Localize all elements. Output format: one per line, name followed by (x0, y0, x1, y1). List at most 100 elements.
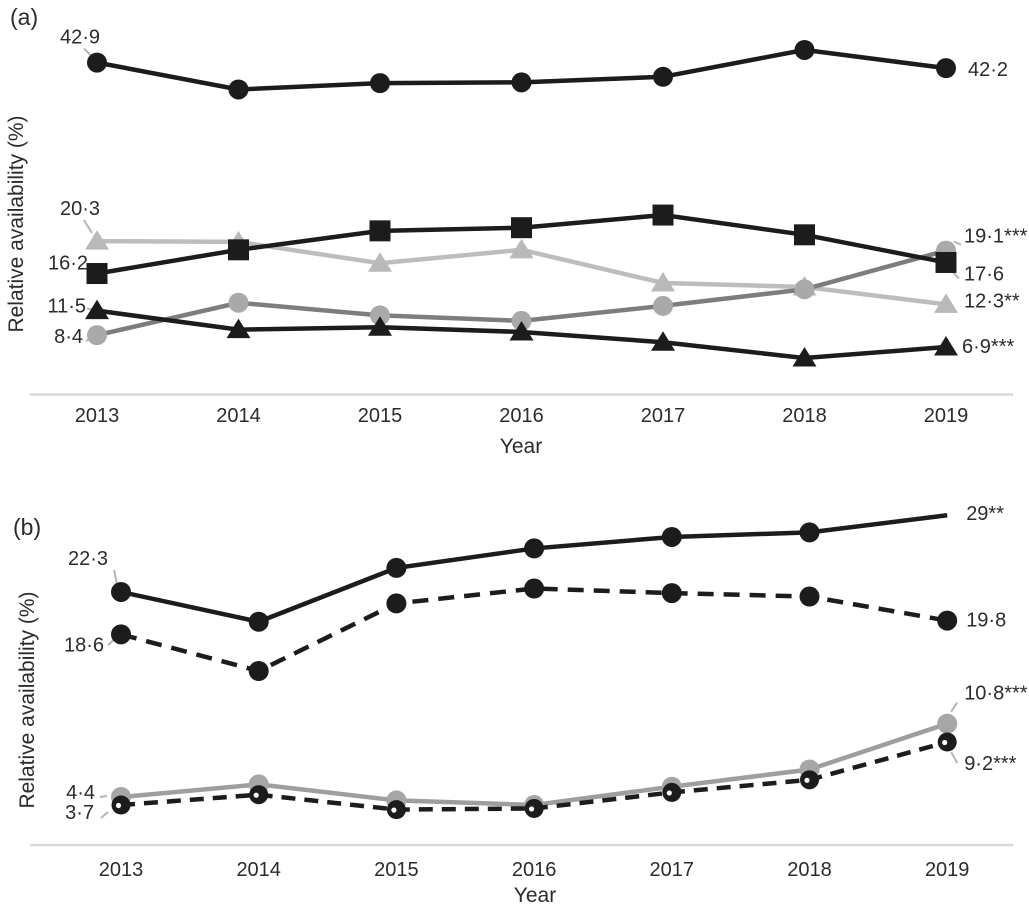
label-leader-line (113, 569, 118, 585)
data-point-label: 8·4 (54, 326, 83, 348)
circle-marker (87, 52, 107, 73)
data-point-label: 42·9 (60, 27, 100, 49)
x-tick-label: 2016 (512, 859, 557, 881)
panel-a-y-axis-title: Relative availability (%) (5, 115, 28, 333)
panel-b: 2013 2014 2015 2016 2017 2018 2019 4·4 10·8*** 3·… (30, 503, 1028, 881)
series-black-square: 16·2 17·6 (48, 204, 1004, 285)
square-marker (369, 220, 391, 242)
label-leader-line (100, 811, 109, 819)
open-circle-marker-hole (391, 807, 397, 813)
series-line (120, 721, 948, 808)
circle-marker (511, 310, 532, 331)
x-tick-label: 2018 (787, 859, 832, 881)
series-black-circle: 42·9 42·2 (60, 27, 1008, 100)
panel-a-letter: (a) (10, 4, 39, 30)
circle-marker (653, 66, 673, 87)
square-marker (794, 224, 815, 246)
circle-marker (386, 593, 407, 614)
data-point-label: 4·4 (66, 782, 95, 804)
triangle-marker (85, 299, 109, 320)
circle-marker (248, 660, 269, 681)
data-point-label: 12·3** (964, 290, 1020, 312)
square-marker (935, 251, 957, 273)
circle-marker (511, 72, 532, 93)
circle-marker (248, 611, 269, 632)
open-circle-marker-hole (942, 739, 948, 746)
x-tick-label: 2017 (650, 859, 695, 881)
data-point-label: 6·9*** (962, 336, 1014, 358)
label-leader-line (83, 219, 93, 234)
open-circle-marker-hole (115, 802, 122, 809)
label-leader-line (950, 702, 959, 713)
label-leader-line (99, 795, 108, 798)
series-line (120, 586, 948, 674)
data-point-label: 42·2 (968, 59, 1008, 81)
series-black-triangle: 11·5 6·9*** (47, 296, 1014, 367)
x-tick-label: 2013 (99, 859, 144, 881)
series-black-open-circle-dashed: 3·7 9·2*** (65, 732, 1017, 824)
triangle-marker (509, 320, 534, 341)
triangle-marker (934, 293, 958, 313)
triangle-marker (934, 335, 958, 356)
label-leader-line (950, 751, 959, 764)
square-marker (86, 263, 108, 285)
series-dark-grey-circle: 8·4 19·1*** (54, 226, 1028, 349)
x-tick-label: 2019 (925, 859, 970, 881)
x-tick-label: 2018 (782, 405, 827, 427)
circle-marker (661, 526, 682, 547)
series-black-circle-dashed: 18·6 19·8 (64, 578, 1006, 681)
square-marker (228, 239, 249, 261)
circle-marker (370, 305, 390, 326)
data-point-label: 11·5 (47, 296, 86, 318)
data-point-label: 19·8 (966, 610, 1006, 632)
circle-marker (937, 713, 958, 734)
x-tick-label: 2015 (358, 405, 403, 427)
x-tick-label: 2017 (641, 405, 686, 427)
x-tick-label: 2016 (499, 405, 544, 427)
data-point-label: 9·2*** (964, 753, 1016, 775)
circle-marker (653, 295, 673, 316)
circle-marker (794, 279, 815, 300)
square-marker (652, 204, 674, 226)
open-circle-marker-hole (804, 777, 810, 783)
triangle-marker (85, 230, 109, 250)
circle-marker (937, 610, 958, 631)
circle-marker (936, 58, 956, 79)
panel-b-letter: (b) (13, 514, 42, 540)
triangle-marker (226, 318, 251, 339)
x-tick-label: 2015 (374, 859, 419, 881)
triangle-marker (509, 238, 534, 259)
data-point-label: 29** (966, 503, 1004, 525)
square-marker (511, 217, 532, 239)
triangle-marker (792, 347, 817, 367)
circle-marker (524, 538, 545, 559)
data-point-label: 17·6 (964, 263, 1004, 285)
circle-marker (794, 39, 815, 60)
open-circle-marker-hole (666, 790, 672, 796)
circle-marker (87, 325, 107, 346)
panel-b-y-axis-title: Relative availability (%) (16, 591, 39, 809)
x-tick-label: 2019 (924, 405, 969, 427)
data-point-label: 18·6 (64, 634, 104, 656)
data-point-label: 19·1*** (964, 226, 1028, 248)
data-point-label: 16·2 (48, 253, 88, 275)
circle-marker (370, 73, 390, 94)
data-point-label: 10·8*** (964, 683, 1028, 705)
x-tick-label: 2014 (216, 405, 261, 427)
open-circle-marker-hole (529, 806, 535, 812)
x-tick-label: 2014 (236, 859, 281, 881)
series-black-circle-solid: 22·3 29** (68, 503, 1004, 632)
circle-marker (111, 624, 131, 645)
circle-marker (799, 586, 820, 607)
circle-marker (661, 583, 682, 604)
x-tick-label: 2013 (75, 405, 120, 427)
data-point-label: 22·3 (68, 548, 108, 570)
circle-marker (228, 292, 249, 313)
circle-marker (228, 79, 249, 100)
triangle-marker (651, 331, 675, 351)
circle-marker (524, 578, 545, 599)
data-point-label: 20·3 (60, 198, 100, 220)
circle-marker (386, 557, 407, 578)
